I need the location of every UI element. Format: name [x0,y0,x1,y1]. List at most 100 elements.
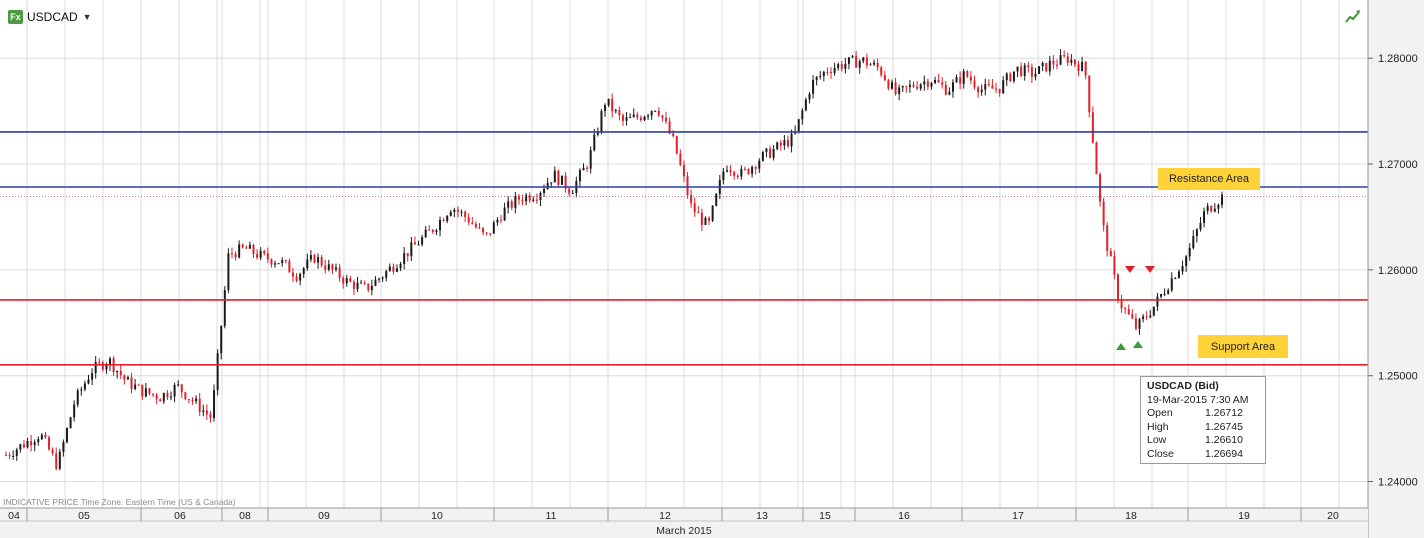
candle-body [485,232,488,234]
candle-body [589,150,592,169]
chevron-down-icon[interactable]: ▼ [82,12,92,22]
candle-body [187,399,190,401]
symbol-selector[interactable]: Fx USDCAD ▼ [8,8,92,26]
candle-body [898,87,901,94]
candle-body [302,268,305,275]
candle-body [535,199,538,201]
candle-body [578,170,581,182]
x-tick-label: 12 [659,510,671,522]
trade-markers [1116,266,1155,350]
candle-body [94,361,97,374]
candle-body [507,201,510,208]
candle-body [715,193,718,206]
candle-body [1023,65,1026,76]
x-tick-label: 15 [819,510,831,522]
candle-body [342,278,345,284]
candle-body [141,384,144,397]
candle-body [643,116,646,121]
candle-body [525,195,528,202]
candle-body [657,110,660,116]
candle-body [919,84,922,89]
candle-body [858,61,861,68]
candle-body [822,71,825,76]
candle-body [636,114,639,118]
candle-body [155,394,158,400]
candle-body [195,398,198,402]
candle-body [647,115,650,117]
candle-body [83,383,86,390]
candle-body [783,140,786,146]
candle-body [209,414,212,419]
y-tick-label: 1.28000 [1378,53,1418,65]
candle-body [101,362,104,370]
candle-body [51,449,54,454]
candle-body [1088,75,1091,113]
candle-body [571,193,574,195]
candle-body [471,222,474,224]
candle-body [966,71,969,77]
candle-body [855,56,858,68]
candle-body [406,253,409,257]
candle-body [582,167,585,171]
candle-body [1113,256,1116,275]
candle-body [48,437,51,450]
candle-body [1045,62,1048,72]
candle-body [439,219,442,231]
resistance-area-label: Resistance Area [1158,168,1260,190]
candle-body [973,80,976,88]
candle-body [528,195,531,201]
candle-body [847,57,850,64]
symbol-label[interactable]: USDCAD [27,10,78,24]
candle-body [1206,205,1209,212]
candle-body [345,278,348,284]
candle-body [1138,319,1141,329]
candle-body [1102,201,1105,226]
candle-body [665,117,668,122]
candle-body [905,86,908,88]
candle-body [546,183,549,190]
candle-body [202,410,205,412]
candle-body [388,266,391,272]
candle-body [216,353,219,391]
candle-body [1081,61,1084,71]
candle-body [740,168,743,177]
candle-body [865,57,868,66]
candle-body [76,390,79,405]
x-tick-label: 17 [1012,510,1024,522]
candle-body [378,278,381,280]
tooltip-row-low: Low 1.26610 [1147,434,1259,448]
candle-body [116,371,119,373]
candle-body [44,434,47,438]
buy-marker [1133,341,1143,348]
candle-body [700,212,703,225]
candle-body [227,253,230,291]
y-tick-label: 1.26000 [1378,265,1418,277]
candle-body [223,290,226,326]
candle-body [395,268,398,272]
candle-body [934,79,937,83]
candle-body [1066,56,1069,63]
candle-body [1055,64,1058,66]
tooltip-label: High [1147,420,1169,433]
candle-body [1149,315,1152,318]
candle-body [912,84,915,87]
candle-body [478,227,481,229]
candle-body [130,377,133,389]
tooltip-value: 1.26745 [1205,420,1243,433]
candle-body [1192,236,1195,248]
candle-body [708,218,711,221]
candle-body [1009,73,1012,82]
candle-body [926,81,929,87]
candle-body [324,265,327,270]
trend-up-icon[interactable] [1344,8,1362,24]
candle-body [442,219,445,222]
candle-body [413,242,416,245]
candle-body [951,82,954,92]
candle-body [327,264,330,270]
candle-body [356,282,359,290]
candle-body [417,244,420,246]
candle-body [1210,205,1213,212]
candle-body [661,115,664,118]
